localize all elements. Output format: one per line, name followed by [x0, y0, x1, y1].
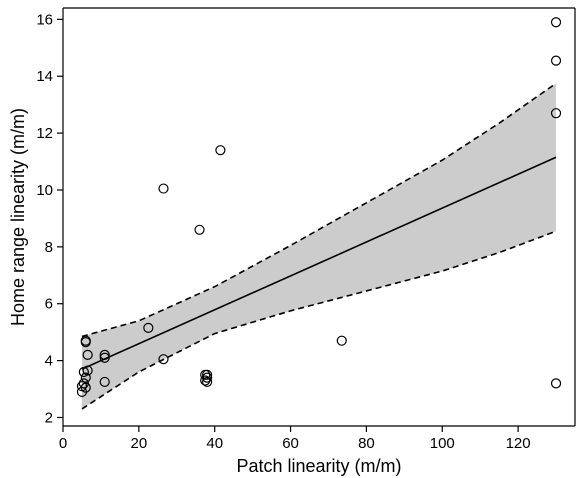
- data-point: [82, 349, 93, 361]
- data-point: [80, 382, 91, 393]
- lower-confidence-bound: [81, 230, 557, 410]
- upper-confidence-bound: [81, 82, 557, 338]
- data-point: [99, 349, 110, 361]
- data-point: [215, 145, 226, 156]
- data-point: [550, 378, 562, 389]
- data-point: [202, 372, 213, 383]
- y-tick-label: 6: [45, 296, 53, 313]
- y-tick-label: 14: [36, 68, 53, 85]
- data-points-layer: [76, 17, 562, 397]
- x-tick-label: 100: [430, 435, 455, 452]
- data-point: [158, 354, 169, 365]
- y-tick-label: 2: [45, 409, 53, 426]
- data-point: [202, 369, 213, 380]
- data-point: [336, 335, 347, 346]
- x-tick-label: 20: [131, 435, 148, 452]
- x-tick-label: 60: [282, 435, 299, 452]
- x-tick-label: 120: [506, 435, 531, 452]
- data-point: [143, 322, 154, 333]
- y-tick-label: 12: [36, 125, 53, 142]
- x-tick-label: 80: [358, 435, 375, 452]
- x-tick-label: 0: [59, 435, 67, 452]
- data-point: [99, 352, 110, 363]
- data-point: [550, 17, 562, 28]
- y-tick-label: 4: [45, 353, 53, 370]
- x-tick-label: 40: [206, 435, 223, 452]
- data-point: [202, 376, 213, 388]
- data-point: [550, 108, 562, 119]
- data-point: [99, 376, 110, 388]
- fit-line-layer: [81, 156, 557, 370]
- y-axis-title: Home range linearity (m/m): [8, 108, 28, 326]
- y-tick-label: 16: [36, 11, 53, 28]
- data-point: [158, 183, 169, 194]
- y-tick-label: 8: [45, 239, 53, 256]
- confidence-band-area: [81, 83, 557, 409]
- y-tick-label: 10: [36, 182, 53, 199]
- regression-line: [81, 156, 557, 370]
- data-point: [550, 55, 562, 66]
- x-axis-title: Patch linearity (m/m): [236, 456, 401, 476]
- data-point: [80, 335, 91, 346]
- confidence-band-layer: [81, 82, 557, 410]
- data-point: [82, 365, 93, 376]
- axes-layer: 0 20 40 60 80 100 120 2 4 6 8 10 12 14 16: [36, 7, 576, 452]
- data-point: [194, 224, 205, 235]
- data-point: [200, 375, 211, 386]
- data-point: [80, 372, 91, 383]
